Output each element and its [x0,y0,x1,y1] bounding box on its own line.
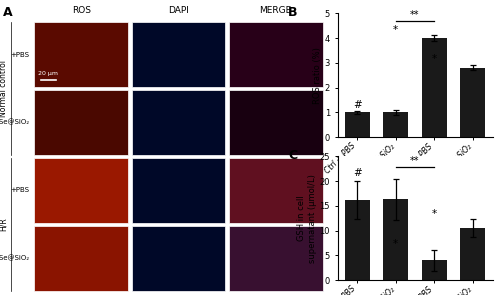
Bar [460,228,485,280]
Text: B: B [288,6,298,19]
Bar [422,38,447,137]
Text: DAPI: DAPI [168,6,189,15]
FancyBboxPatch shape [228,22,322,87]
Text: +Se@SiO₂: +Se@SiO₂ [0,255,30,261]
Text: *: * [393,239,398,249]
Bar [460,68,485,137]
Text: C: C [288,149,297,162]
Text: +PBS: +PBS [10,52,29,58]
Bar [383,199,408,280]
Text: +Se@SiO₂: +Se@SiO₂ [0,119,30,126]
FancyBboxPatch shape [34,158,128,223]
FancyBboxPatch shape [34,226,128,291]
Bar [383,112,408,137]
Text: #: # [352,168,362,178]
FancyBboxPatch shape [228,226,322,291]
Text: *: * [432,209,437,219]
FancyBboxPatch shape [132,90,226,155]
Text: +PBS: +PBS [10,187,29,193]
Text: #: # [352,100,362,110]
FancyBboxPatch shape [228,90,322,155]
Bar [422,260,447,280]
Text: **: ** [410,156,420,166]
FancyBboxPatch shape [132,22,226,87]
Y-axis label: ROS ratio (%): ROS ratio (%) [312,47,322,104]
Text: ROS: ROS [72,6,91,15]
Text: 20 µm: 20 µm [38,71,58,76]
FancyBboxPatch shape [34,90,128,155]
Text: *: * [432,54,437,64]
FancyBboxPatch shape [228,158,322,223]
Text: Normal control: Normal control [0,60,8,117]
FancyBboxPatch shape [34,22,128,87]
Text: MERGE: MERGE [260,6,292,15]
FancyBboxPatch shape [132,158,226,223]
Bar [344,200,370,280]
Y-axis label: GSH in cell
supernatant (µmol/L): GSH in cell supernatant (µmol/L) [297,174,316,263]
Text: A: A [4,6,13,19]
Text: H/R: H/R [0,217,8,231]
Text: **: ** [410,10,420,20]
FancyBboxPatch shape [132,226,226,291]
Bar [344,112,370,137]
Text: *: * [393,24,398,35]
